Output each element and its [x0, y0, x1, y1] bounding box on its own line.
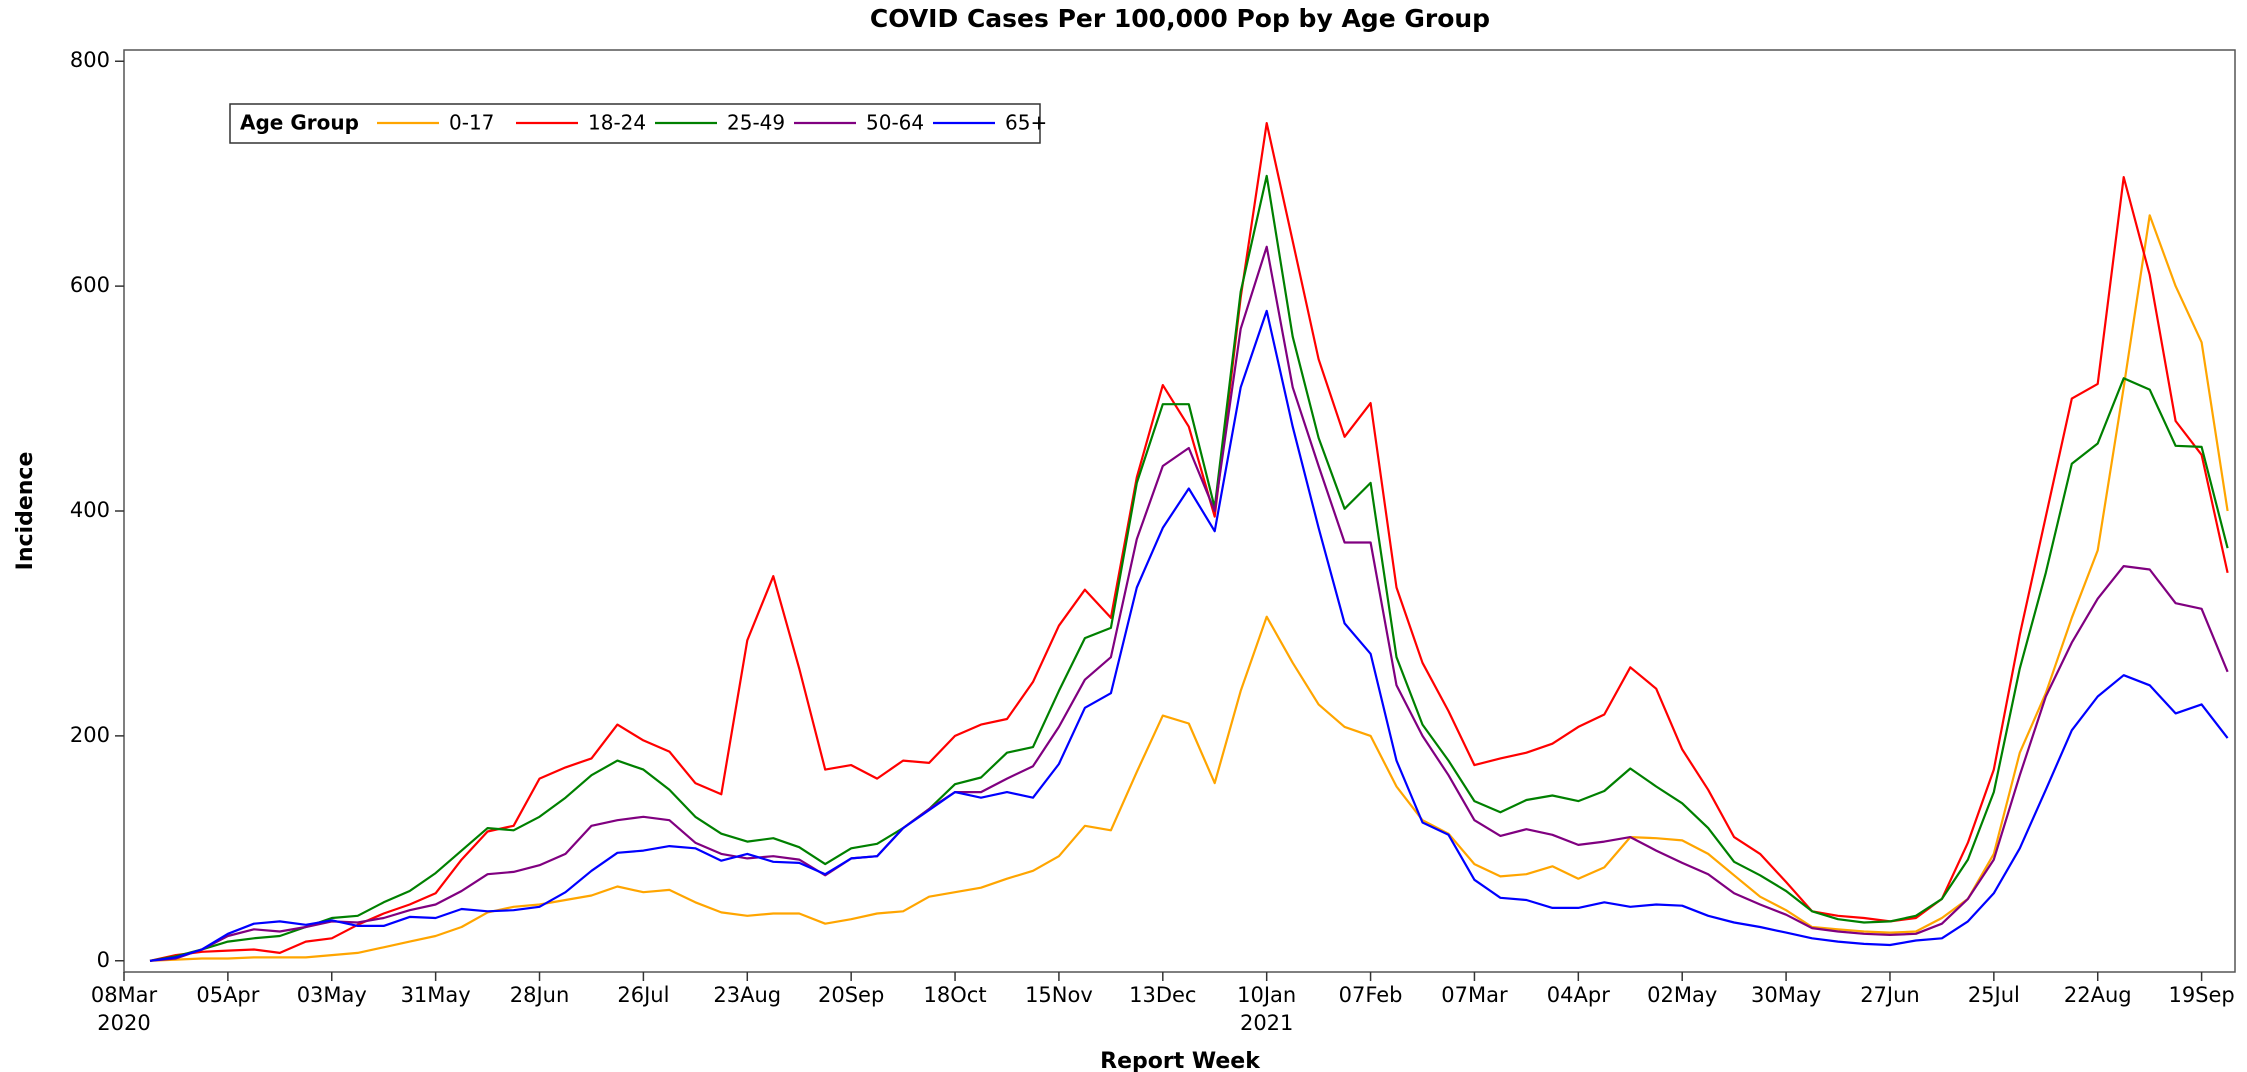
legend-title: Age Group	[240, 111, 359, 135]
x-tick-label: 22Aug	[2064, 983, 2132, 1007]
x-tick-year: 2020	[97, 1011, 150, 1035]
series-line	[149, 309, 2229, 962]
x-tick-label: 25Jul	[1968, 983, 2020, 1007]
x-tick-label: 13Dec	[1129, 983, 1196, 1007]
y-tick-label: 800	[70, 48, 110, 72]
x-tick-label: 27Jun	[1860, 983, 1920, 1007]
x-tick-label: 19Sep	[2168, 983, 2234, 1007]
x-tick-label: 05Apr	[196, 983, 259, 1007]
x-tick-label: 31May	[401, 983, 471, 1007]
x-tick-label: 07Mar	[1441, 983, 1508, 1007]
legend-label: 65+	[1005, 111, 1047, 135]
x-tick-label: 23Aug	[713, 983, 781, 1007]
x-tick-label: 30May	[1751, 983, 1821, 1007]
y-tick-label: 200	[70, 723, 110, 747]
chart-title: COVID Cases Per 100,000 Pop by Age Group	[870, 4, 1490, 33]
legend-label: 50-64	[866, 111, 924, 135]
x-tick-label: 15Nov	[1025, 983, 1093, 1007]
x-tick-label: 20Sep	[818, 983, 884, 1007]
legend-label: 18-24	[588, 111, 646, 135]
x-tick-label: 18Oct	[924, 983, 987, 1007]
legend-label: 25-49	[727, 111, 785, 135]
x-tick-year: 2021	[1240, 1011, 1293, 1035]
x-tick-label: 08Mar	[91, 983, 158, 1007]
x-axis-title: Report Week	[1100, 1049, 1261, 1072]
y-axis-title: Incidence	[13, 452, 38, 571]
legend-box	[229, 103, 1041, 144]
x-tick-label: 10Jan	[1237, 983, 1296, 1007]
legend-label: 0-17	[449, 111, 494, 135]
y-tick-label: 0	[97, 948, 110, 972]
x-tick-label: 26Jul	[617, 983, 669, 1007]
x-tick-label: 02May	[1647, 983, 1717, 1007]
series-line	[149, 214, 2229, 962]
x-tick-label: 07Feb	[1339, 983, 1403, 1007]
y-tick-label: 600	[70, 273, 110, 297]
y-tick-label: 400	[70, 498, 110, 522]
plot-frame	[123, 49, 2236, 973]
x-tick-label: 03May	[297, 983, 367, 1007]
series-line	[149, 174, 2229, 962]
x-tick-label: 04Apr	[1547, 983, 1610, 1007]
series-line	[149, 122, 2229, 962]
x-tick-label: 28Jun	[510, 983, 570, 1007]
series-line	[149, 245, 2229, 962]
